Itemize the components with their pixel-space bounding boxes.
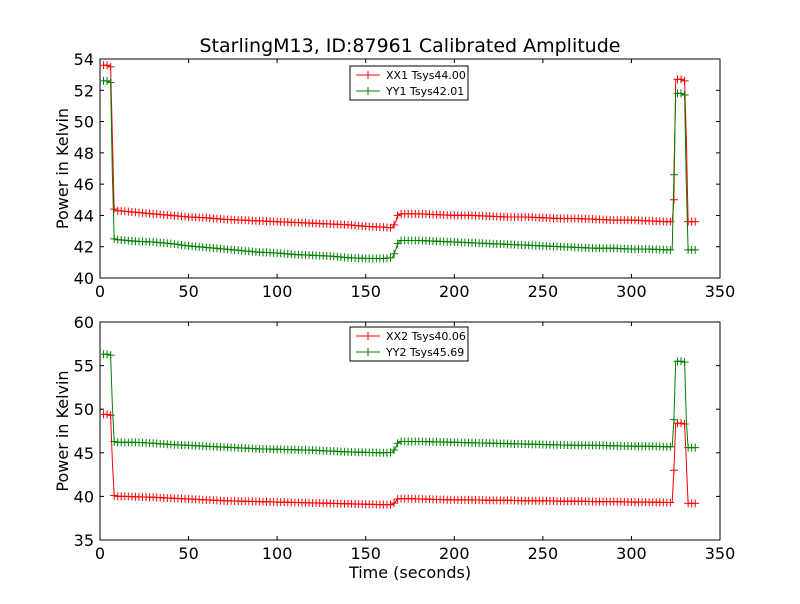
chart-2-ytick-label: 40 [74, 487, 94, 506]
chart-2-series-2-point [669, 415, 678, 424]
chart-2-series-2-point [110, 437, 119, 446]
chart-1-series-1-point [110, 205, 119, 214]
chart-2-ytick-label: 45 [74, 444, 94, 463]
chart-1-series-2-line [103, 80, 696, 259]
chart-2-series-2-point [691, 443, 700, 452]
chart-1-ytick-label: 52 [74, 81, 94, 100]
chart-2-ytick-label: 50 [74, 400, 94, 419]
chart-2-series-1-point [680, 420, 689, 429]
chart-1-legend-entry-1: XX1 Tsys44.00 [386, 69, 466, 82]
chart-1-series-1-point [680, 76, 689, 85]
chart-1-legend: XX1 Tsys44.00 YY1 Tsys42.01 [349, 65, 469, 101]
chart-1-series-1-point [669, 195, 678, 204]
chart-2-series-1-point [669, 466, 678, 475]
chart-2-series-2-point [393, 439, 402, 448]
chart-2-xtick-label: 100 [262, 544, 293, 563]
chart-2-legend-box [349, 326, 469, 362]
chart-2-ytick-label: 55 [74, 357, 94, 376]
chart-1-series-2-point [691, 245, 700, 254]
chart-1-xtick-label: 50 [178, 282, 198, 301]
chart-1-series-2-point [680, 90, 689, 99]
chart-1-series-2-point [386, 253, 395, 262]
chart-1-ytick-label: 42 [74, 238, 94, 257]
chart-1-legend-box [349, 65, 469, 101]
chart-1-axes-frame [99, 58, 721, 279]
chart-2-axes-frame [99, 321, 721, 541]
chart-2-series-1-point [103, 410, 112, 419]
chart-1-series-2-point [669, 170, 678, 179]
chart-2-xtick-label: 50 [178, 544, 198, 563]
chart-2-series-2-point [677, 357, 686, 366]
chart-1-series-1-point [691, 217, 700, 226]
chart-2-ylabel: Power in Kelvin [53, 370, 72, 491]
chart-2-series-1-point [390, 499, 399, 508]
chart-2-legend: XX2 Tsys40.06 YY2 Tsys45.69 [349, 326, 469, 362]
chart-1-xtick-label: 250 [528, 282, 559, 301]
chart-2-series-2-point [106, 351, 115, 360]
chart-2-legend-marker [364, 332, 372, 340]
chart-1-series-2-point [103, 76, 112, 85]
chart-1-series-2-point [390, 249, 399, 258]
chart-1-legend-marker [364, 71, 372, 79]
chart-2-legend-entry-2: YY2 Tsys45.69 [385, 346, 464, 359]
chart-1-series-1-markers [99, 61, 700, 232]
chart-1-xtick-label: 300 [616, 282, 647, 301]
chart-1-ytick-label: 44 [74, 206, 94, 225]
chart-1-ytick-label: 40 [74, 269, 94, 288]
chart-2-xtick-label: 350 [705, 544, 736, 563]
chart-1-ytick-label: 48 [74, 144, 94, 163]
chart-1-xtick-label: 200 [439, 282, 470, 301]
chart-1-ytick-label: 46 [74, 175, 94, 194]
chart-2-series-2-point [680, 358, 689, 367]
chart-2-xtick-label: 150 [350, 544, 381, 563]
chart-2-xlabel: Time (seconds) [348, 563, 471, 582]
chart-1-series-1-point [106, 62, 115, 71]
chart-2-series-1-point [691, 499, 700, 508]
chart-1-ytick-label: 50 [74, 113, 94, 132]
chart-2-series-1-point [386, 500, 395, 509]
chart-1-title: StarlingM13, ID:87961 Calibrated Amplitu… [200, 35, 621, 57]
chart-2-series-1-point [666, 498, 675, 507]
chart-2-series-1-point [110, 491, 119, 500]
chart-2-series-1-markers [99, 410, 700, 509]
chart-1-plot: 0 50 100 150 200 250 300 350 40 42 44 46 48 50 52 54 Sta… [53, 35, 735, 301]
chart-1-xtick-label: 150 [350, 282, 381, 301]
chart-2-series-1-point [677, 419, 686, 428]
chart-2-xtick-label: 0 [95, 544, 105, 563]
chart-2-xtick-label: 300 [616, 544, 647, 563]
chart-2-legend-marker [364, 348, 372, 356]
chart-1-series-2-point [666, 245, 675, 254]
chart-2-series-2-point [103, 350, 112, 359]
chart-1-ytick-label: 54 [74, 50, 94, 69]
chart-1-series-1-point [390, 220, 399, 229]
chart-1-xtick-label: 0 [95, 282, 105, 301]
chart-2-ytick-label: 60 [74, 313, 94, 332]
chart-1-series-1-point [103, 61, 112, 70]
chart-2-series-2-line [103, 353, 696, 454]
chart-2-ytick-label: 35 [74, 531, 94, 550]
chart-2-xtick-label: 250 [528, 544, 559, 563]
chart-2-legend-entry-1: XX2 Tsys40.06 [386, 330, 466, 343]
chart-1-series-1-point [677, 75, 686, 84]
chart-1-ylabel: Power in Kelvin [53, 108, 72, 229]
chart-2-series-2-point [390, 445, 399, 454]
chart-1-series-2-point [110, 234, 119, 243]
chart-1-series-1-point [393, 211, 402, 220]
chart-1-legend-marker [364, 87, 372, 95]
chart-2-series-2-markers [99, 350, 700, 457]
chart-2-series-2-point [666, 442, 675, 451]
chart-1-series-2-point [106, 78, 115, 87]
chart-1-series-2-markers [99, 76, 700, 263]
chart-2-plot: 0 50 100 150 200 250 300 350 35 40 45 50 55 60 Power i… [53, 313, 735, 582]
chart-2-xtick-label: 200 [439, 544, 470, 563]
chart-2-series-1-line [103, 413, 696, 506]
chart-1-series-2-point [677, 89, 686, 98]
chart-1-xtick-label: 100 [262, 282, 293, 301]
chart-1-xtick-label: 350 [705, 282, 736, 301]
chart-1-legend-entry-2: YY1 Tsys42.01 [385, 85, 464, 98]
